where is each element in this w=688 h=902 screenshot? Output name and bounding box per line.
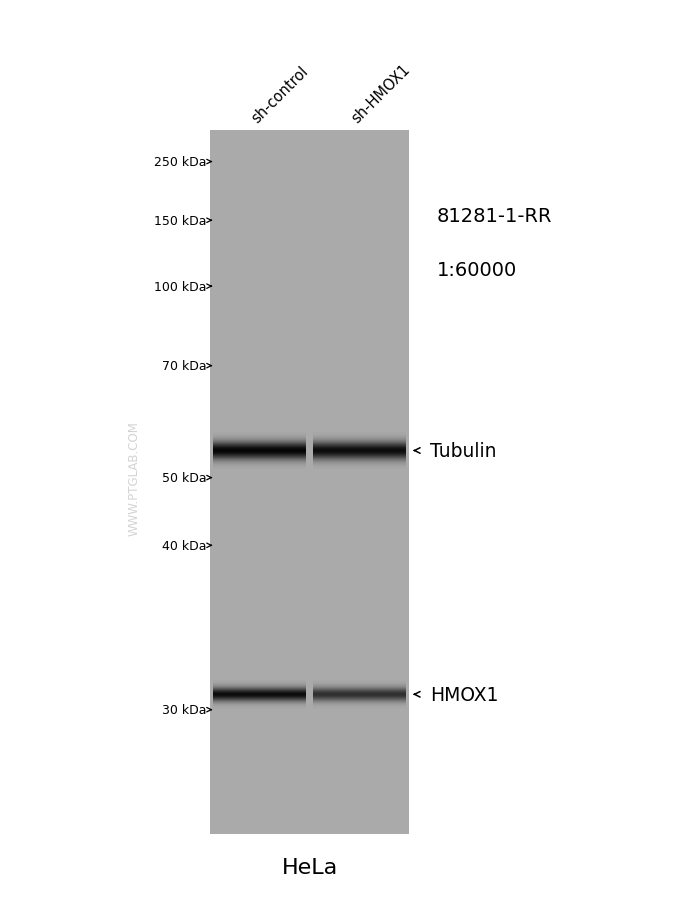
Text: HMOX1: HMOX1 bbox=[430, 685, 499, 704]
Text: sh-HMOX1: sh-HMOX1 bbox=[349, 62, 413, 126]
Text: 40 kDa: 40 kDa bbox=[162, 539, 206, 552]
Text: 81281-1-RR: 81281-1-RR bbox=[437, 207, 552, 226]
Text: Tubulin: Tubulin bbox=[430, 441, 497, 461]
Text: 100 kDa: 100 kDa bbox=[154, 281, 206, 293]
Text: 1:60000: 1:60000 bbox=[437, 261, 517, 281]
Text: 50 kDa: 50 kDa bbox=[162, 472, 206, 484]
Text: WWW.PTGLAB.COM: WWW.PTGLAB.COM bbox=[128, 420, 140, 536]
Text: 30 kDa: 30 kDa bbox=[162, 704, 206, 716]
Text: 250 kDa: 250 kDa bbox=[154, 156, 206, 169]
Text: 70 kDa: 70 kDa bbox=[162, 360, 206, 373]
Text: 150 kDa: 150 kDa bbox=[154, 215, 206, 227]
Text: HeLa: HeLa bbox=[281, 857, 338, 877]
Bar bbox=[210, 131, 409, 834]
Text: sh-control: sh-control bbox=[249, 64, 312, 126]
